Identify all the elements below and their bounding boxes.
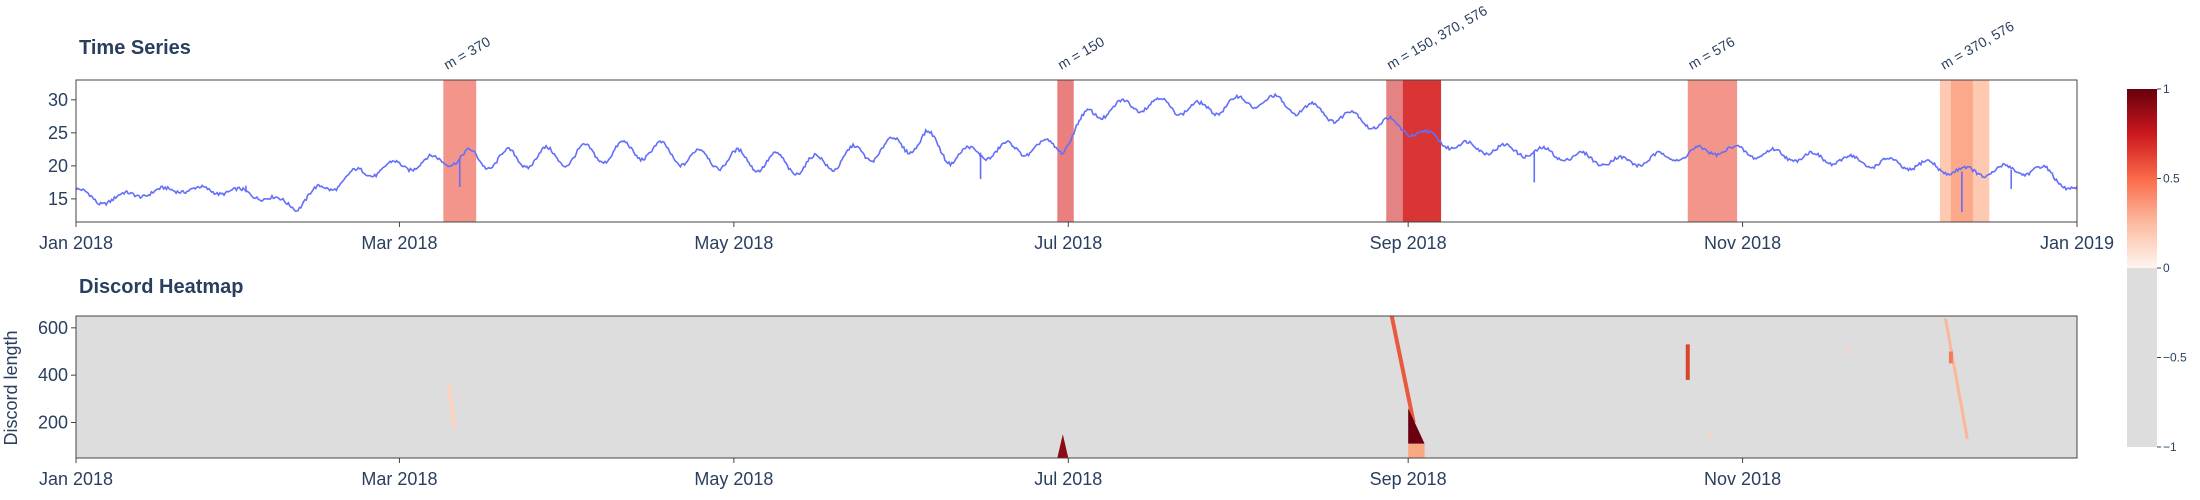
colorbar-tick-label: 0.5 [2163,172,2180,186]
x-tick-label: May 2018 [694,233,773,253]
heatmap-wedge [1057,434,1069,458]
heatmap-streak [1389,315,1416,423]
heatmap-y-axis: 200 400 600 [38,318,76,433]
colorbar-tick-label: −0.5 [2163,351,2187,365]
band-annotation: m = 150, 370, 576 [1384,2,1490,73]
heatmap-title: Discord Heatmap [79,276,244,298]
ts-band-annotations: m = 370 m = 150 m = 150, 370, 576 m = 576 m … [441,2,2017,73]
y-tick-label: 30 [48,90,68,110]
highlight-band [1950,80,1973,222]
highlight-band [1402,80,1442,222]
heatmap-dot [1845,348,1849,355]
heatmap-wedge [1408,443,1425,458]
time-series-panel: Time Series 15 20 25 30 Jan 2018 Mar 2018 May… [39,2,2114,253]
ts-plot-area [76,80,2077,222]
heatmap-y-axis-label: Discord length [1,330,21,445]
heatmap-panel: Discord Heatmap 200 400 600 Jan 2018 Mar 20… [1,276,2078,489]
ts-x-axis: Jan 2018 Mar 2018 May 2018 Jul 2018 Sep 2018… [39,222,2114,253]
time-series-title: Time Series [79,37,191,59]
heatmap-features [446,315,1969,458]
heatmap-streak [446,384,457,430]
y-tick-label: 25 [48,123,68,143]
colorbar-tick-label: 1 [2163,82,2170,96]
band-annotation: m = 150 [1055,33,1107,72]
ts-series-line [75,92,2078,213]
highlight-band [1687,80,1738,222]
x-tick-label: Jan 2018 [39,233,113,253]
x-tick-label: Mar 2018 [361,469,437,489]
ts-plot-frame [75,79,2078,223]
band-annotation: m = 370 [441,33,493,72]
x-tick-label: May 2018 [694,469,773,489]
y-tick-label: 600 [38,318,68,338]
colorbar-tick-label: 0 [2163,261,2170,275]
x-tick-label: Mar 2018 [361,233,437,253]
band-annotation: m = 370, 576 [1937,18,2016,73]
highlight-band [1386,80,1403,222]
heatmap-dot [1708,433,1712,440]
colorbar-gradient [2127,89,2157,447]
heatmap-streak [1943,318,1969,440]
y-tick-label: 15 [48,189,68,209]
y-tick-label: 20 [48,156,68,176]
y-tick-label: 200 [38,413,68,433]
x-tick-label: Jan 2019 [2040,233,2114,253]
y-tick-label: 400 [38,365,68,385]
colorbar-tick-label: −1 [2163,440,2177,454]
x-tick-label: Nov 2018 [1704,469,1781,489]
highlight-band [1057,80,1074,222]
heatmap-x-axis: Jan 2018 Mar 2018 May 2018 Jul 2018 Sep 2018… [39,458,1781,489]
x-tick-label: Sep 2018 [1370,233,1447,253]
x-tick-label: Nov 2018 [1704,233,1781,253]
colorbar-ticks: 1 0.5 0 −0.5 −1 [2157,82,2187,454]
x-tick-label: Sep 2018 [1370,469,1447,489]
series-line-path [75,92,2078,213]
x-tick-label: Jul 2018 [1034,469,1102,489]
heatmap-background [76,316,2077,458]
heatmap-wedge [1408,408,1425,444]
x-tick-label: Jul 2018 [1034,233,1102,253]
x-tick-label: Jan 2018 [39,469,113,489]
heatmap-frame [75,315,2078,459]
colorbar: 1 0.5 0 −0.5 −1 [2127,82,2187,454]
ts-y-axis: 15 20 25 30 [48,90,76,209]
band-annotation: m = 576 [1685,33,1737,72]
